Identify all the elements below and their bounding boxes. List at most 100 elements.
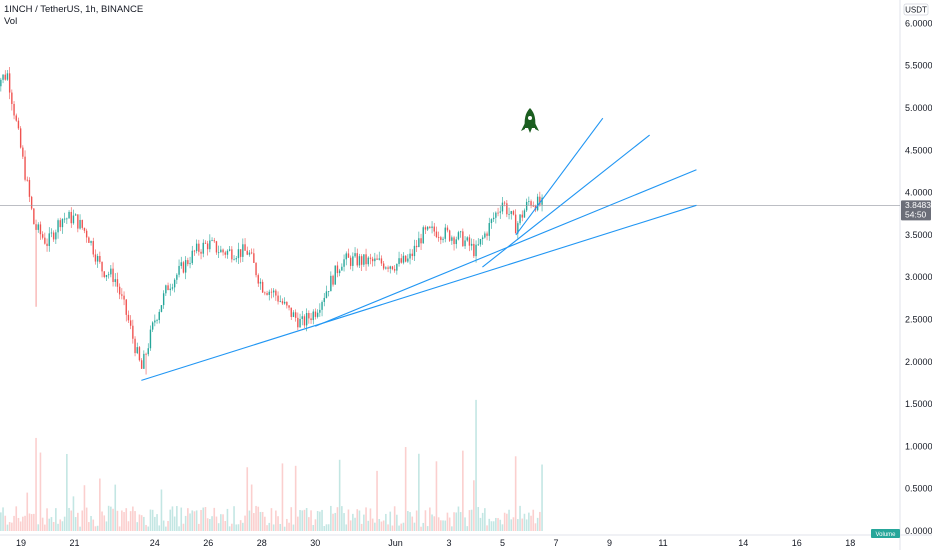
candle-body: [63, 218, 66, 220]
volume-bar: [367, 520, 370, 531]
volume-bar: [237, 524, 240, 531]
candle-body: [532, 205, 534, 207]
volume-bar: [389, 511, 392, 531]
volume-bar: [114, 484, 117, 531]
volume-bar: [323, 526, 326, 531]
candle-body: [156, 319, 158, 321]
candle-body: [327, 291, 330, 292]
candle-body: [453, 237, 455, 245]
candle-body: [479, 239, 482, 245]
volume-bar: [290, 507, 293, 531]
candle-body: [369, 257, 372, 259]
volume-bar: [325, 524, 328, 531]
candle-body: [226, 250, 229, 255]
candle-body: [345, 253, 347, 260]
candle-body: [83, 227, 86, 231]
volume-bar: [429, 507, 431, 531]
volume-bar: [363, 514, 365, 531]
volume-bar: [151, 509, 154, 531]
time-axis[interactable]: 19 21 24 26 28 30 Jun 3 5 7 9 11 14 16 18: [16, 538, 855, 548]
candle-body: [224, 252, 226, 255]
volume-bar: [490, 521, 493, 531]
candle-body: [149, 329, 152, 349]
candle-body: [127, 314, 130, 321]
volume-bar: [418, 453, 420, 531]
candle-body: [39, 224, 42, 235]
volume-bar: [138, 514, 141, 531]
candle-body: [180, 262, 182, 266]
candle-body: [330, 275, 332, 292]
candle-body: [165, 285, 167, 294]
last-price-countdown: 54:50: [905, 209, 927, 219]
candle-body: [389, 266, 391, 269]
volume-bar: [266, 525, 268, 531]
currency-badge[interactable]: [903, 3, 929, 16]
candle-body: [407, 258, 409, 262]
candle-body: [11, 92, 13, 104]
candle-body: [396, 263, 398, 271]
candle-body: [105, 275, 108, 277]
volume-bar: [19, 521, 22, 531]
candle-body: [0, 79, 2, 87]
volume-indicator-label[interactable]: Vol: [4, 16, 18, 27]
volume-bar: [226, 508, 229, 531]
volume-bar: [420, 526, 422, 531]
volume-bar: [85, 507, 88, 531]
volume-bar: [314, 519, 317, 531]
candle-body: [488, 223, 490, 236]
volume-bar: [11, 522, 13, 531]
candle-body: [290, 307, 292, 317]
volume-bar: [250, 484, 253, 531]
candle-body: [55, 232, 57, 240]
volume-bar: [28, 513, 31, 531]
candle-body: [215, 241, 218, 253]
volume-bar: [33, 513, 35, 531]
volume-bar: [481, 512, 484, 531]
candle-body: [211, 240, 213, 242]
candle-body: [116, 279, 119, 287]
candle-body: [255, 262, 257, 276]
price-axis[interactable]: 6.0000 5.5000 5.0000 4.5000 4.0000 3.5000 3.00…: [905, 18, 932, 536]
volume-bar: [169, 509, 172, 531]
volume-bar: [123, 512, 125, 531]
candle-body: [283, 301, 286, 304]
volume-bar: [297, 516, 299, 531]
candle-body: [61, 218, 64, 228]
volume-bar: [140, 515, 143, 531]
volume-bar: [407, 510, 409, 531]
rocket-icon[interactable]: [521, 108, 539, 133]
candle-body: [343, 259, 345, 267]
volume-bar: [121, 510, 123, 531]
candle-body: [2, 74, 4, 80]
time-tick-label: 9: [607, 538, 612, 548]
volume-bar: [253, 513, 255, 531]
candle-body: [72, 215, 75, 224]
candle-body: [19, 128, 22, 148]
volume-bar: [393, 506, 396, 531]
volume-bar: [431, 514, 433, 531]
price-tick-label: 2.5000: [905, 315, 932, 325]
volume-bar: [396, 514, 398, 531]
chart-title: 1INCH / TetherUS, 1h, BINANCE: [4, 4, 144, 15]
volume-bar: [55, 508, 57, 531]
candle-body: [413, 245, 416, 257]
candle-body: [512, 211, 515, 215]
volume-bar: [149, 509, 152, 531]
candle-body: [160, 305, 163, 312]
trendline: [515, 117, 604, 236]
volume-bar: [492, 521, 495, 531]
candle-body: [437, 237, 440, 238]
volume-bar: [321, 509, 323, 531]
volume-bar: [246, 467, 249, 531]
candle-body: [101, 261, 103, 272]
time-tick-label: 28: [257, 538, 267, 548]
candle-body: [81, 219, 83, 228]
volume-bar: [330, 505, 332, 531]
volume-bar: [354, 517, 356, 531]
candle-body: [193, 250, 196, 252]
candle-body: [242, 244, 244, 257]
candle-body: [6, 73, 9, 80]
candle-body: [44, 237, 46, 244]
trendlines[interactable]: [141, 117, 697, 381]
